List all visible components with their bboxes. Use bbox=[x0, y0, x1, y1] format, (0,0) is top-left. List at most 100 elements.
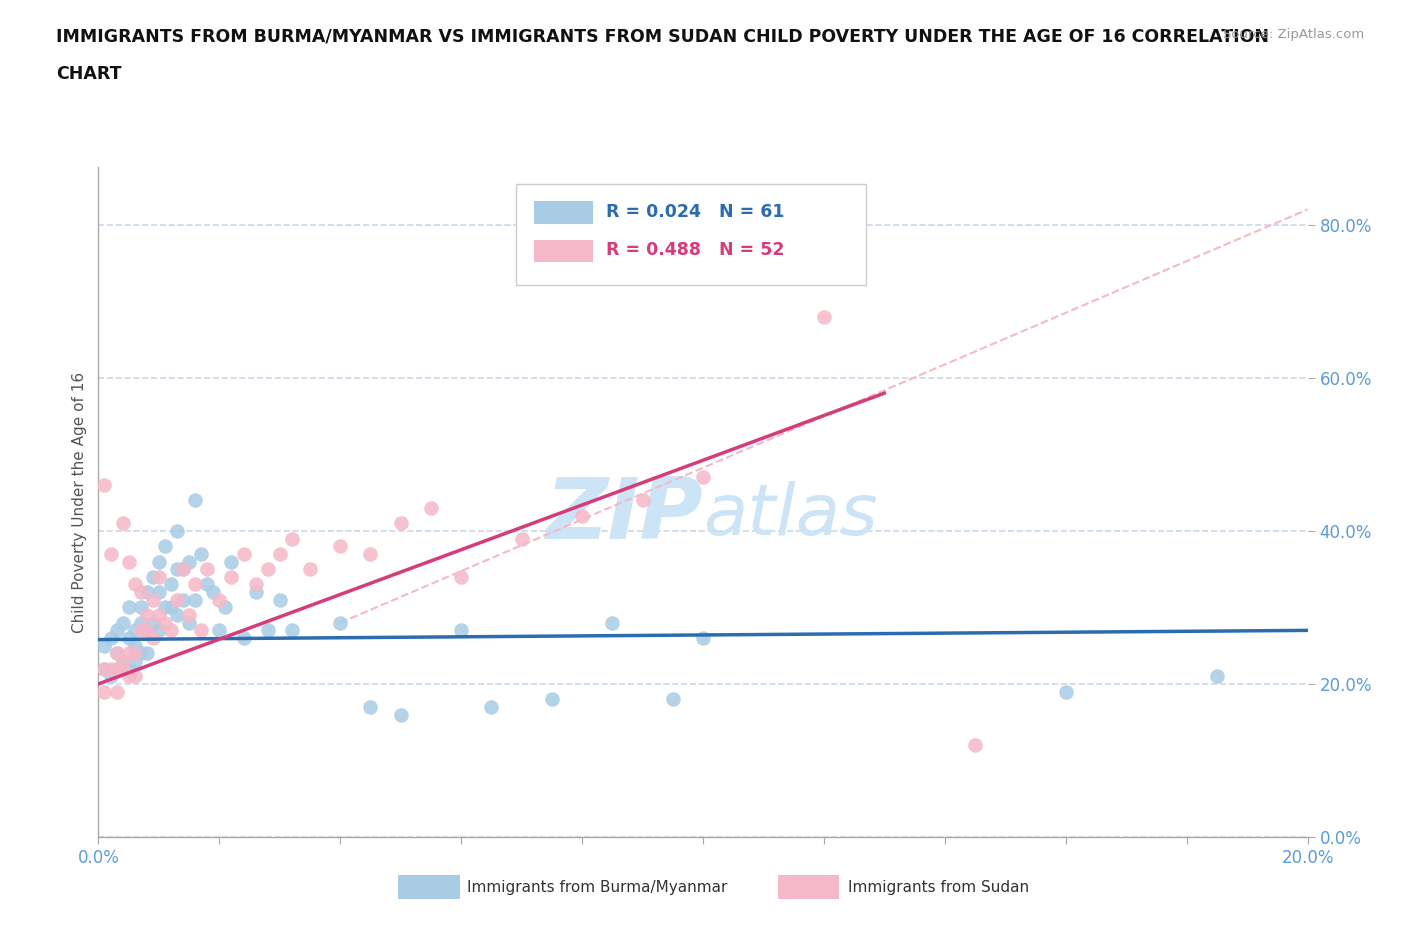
Point bbox=[208, 623, 231, 638]
Point bbox=[135, 585, 157, 600]
Point bbox=[148, 569, 170, 584]
Point bbox=[631, 493, 654, 508]
Text: Immigrants from Burma/Myanmar: Immigrants from Burma/Myanmar bbox=[467, 880, 727, 895]
Point bbox=[214, 600, 236, 615]
FancyBboxPatch shape bbox=[516, 184, 866, 285]
Point bbox=[166, 592, 188, 607]
Point bbox=[100, 661, 122, 676]
Point bbox=[135, 623, 157, 638]
Point bbox=[111, 661, 134, 676]
Text: CHART: CHART bbox=[56, 65, 122, 83]
Point bbox=[100, 631, 122, 645]
Point bbox=[450, 623, 472, 638]
Point bbox=[148, 623, 170, 638]
Point bbox=[571, 508, 593, 523]
Point bbox=[256, 623, 278, 638]
Point bbox=[692, 631, 714, 645]
Point bbox=[245, 585, 267, 600]
Text: IMMIGRANTS FROM BURMA/MYANMAR VS IMMIGRANTS FROM SUDAN CHILD POVERTY UNDER THE A: IMMIGRANTS FROM BURMA/MYANMAR VS IMMIGRA… bbox=[56, 28, 1270, 46]
Point bbox=[105, 646, 128, 661]
Point bbox=[329, 538, 352, 553]
Point bbox=[232, 547, 254, 562]
Point bbox=[153, 538, 176, 553]
Point bbox=[1206, 669, 1229, 684]
Point bbox=[232, 631, 254, 645]
Point bbox=[124, 654, 146, 669]
Point bbox=[124, 669, 146, 684]
Point bbox=[105, 623, 128, 638]
Point bbox=[148, 607, 170, 622]
Point bbox=[195, 562, 218, 577]
Point bbox=[184, 577, 207, 591]
Point bbox=[124, 638, 146, 653]
Point bbox=[142, 631, 165, 645]
Point bbox=[256, 562, 278, 577]
Point bbox=[299, 562, 322, 577]
Point bbox=[166, 607, 188, 622]
Point bbox=[965, 737, 987, 752]
Point bbox=[510, 531, 533, 546]
Point bbox=[202, 585, 225, 600]
Point bbox=[221, 554, 243, 569]
Point bbox=[111, 654, 134, 669]
Point bbox=[93, 661, 115, 676]
Point bbox=[142, 592, 165, 607]
Text: ZIP: ZIP bbox=[546, 474, 703, 557]
Point bbox=[281, 623, 304, 638]
Point bbox=[269, 547, 291, 562]
Point bbox=[221, 569, 243, 584]
Point bbox=[281, 531, 304, 546]
Point bbox=[129, 646, 152, 661]
Point bbox=[129, 616, 152, 631]
Y-axis label: Child Poverty Under the Age of 16: Child Poverty Under the Age of 16 bbox=[72, 372, 87, 632]
Point bbox=[93, 661, 115, 676]
Point bbox=[160, 577, 183, 591]
Point bbox=[105, 684, 128, 699]
Point bbox=[105, 661, 128, 676]
Point bbox=[118, 646, 141, 661]
Text: Source: ZipAtlas.com: Source: ZipAtlas.com bbox=[1223, 28, 1364, 41]
Point bbox=[135, 646, 157, 661]
Point bbox=[129, 600, 152, 615]
Point bbox=[389, 707, 412, 722]
Point bbox=[184, 592, 207, 607]
Text: R = 0.024   N = 61: R = 0.024 N = 61 bbox=[606, 203, 785, 220]
Point bbox=[661, 692, 683, 707]
Point bbox=[160, 623, 183, 638]
Point bbox=[100, 547, 122, 562]
FancyBboxPatch shape bbox=[534, 240, 593, 262]
Point bbox=[111, 516, 134, 531]
Point bbox=[118, 600, 141, 615]
Point bbox=[129, 585, 152, 600]
Point bbox=[360, 699, 382, 714]
Point bbox=[166, 524, 188, 538]
Point bbox=[177, 554, 201, 569]
Point bbox=[329, 616, 352, 631]
Point bbox=[160, 600, 183, 615]
Point bbox=[389, 516, 412, 531]
Point bbox=[111, 654, 134, 669]
Point bbox=[93, 638, 115, 653]
Point bbox=[142, 616, 165, 631]
Point bbox=[450, 569, 472, 584]
Point bbox=[118, 554, 141, 569]
Point bbox=[148, 585, 170, 600]
Point bbox=[1054, 684, 1077, 699]
Text: R = 0.488   N = 52: R = 0.488 N = 52 bbox=[606, 242, 785, 259]
Point bbox=[142, 569, 165, 584]
Point bbox=[135, 607, 157, 622]
Point bbox=[124, 646, 146, 661]
Point bbox=[93, 684, 115, 699]
Point bbox=[481, 699, 503, 714]
Point bbox=[360, 547, 382, 562]
Text: Immigrants from Sudan: Immigrants from Sudan bbox=[848, 880, 1029, 895]
Point bbox=[105, 646, 128, 661]
Point bbox=[245, 577, 267, 591]
Point bbox=[813, 309, 835, 324]
Point bbox=[111, 616, 134, 631]
Point bbox=[118, 631, 141, 645]
Point bbox=[124, 577, 146, 591]
Point bbox=[419, 500, 441, 515]
Point bbox=[195, 577, 218, 591]
Point bbox=[190, 547, 212, 562]
